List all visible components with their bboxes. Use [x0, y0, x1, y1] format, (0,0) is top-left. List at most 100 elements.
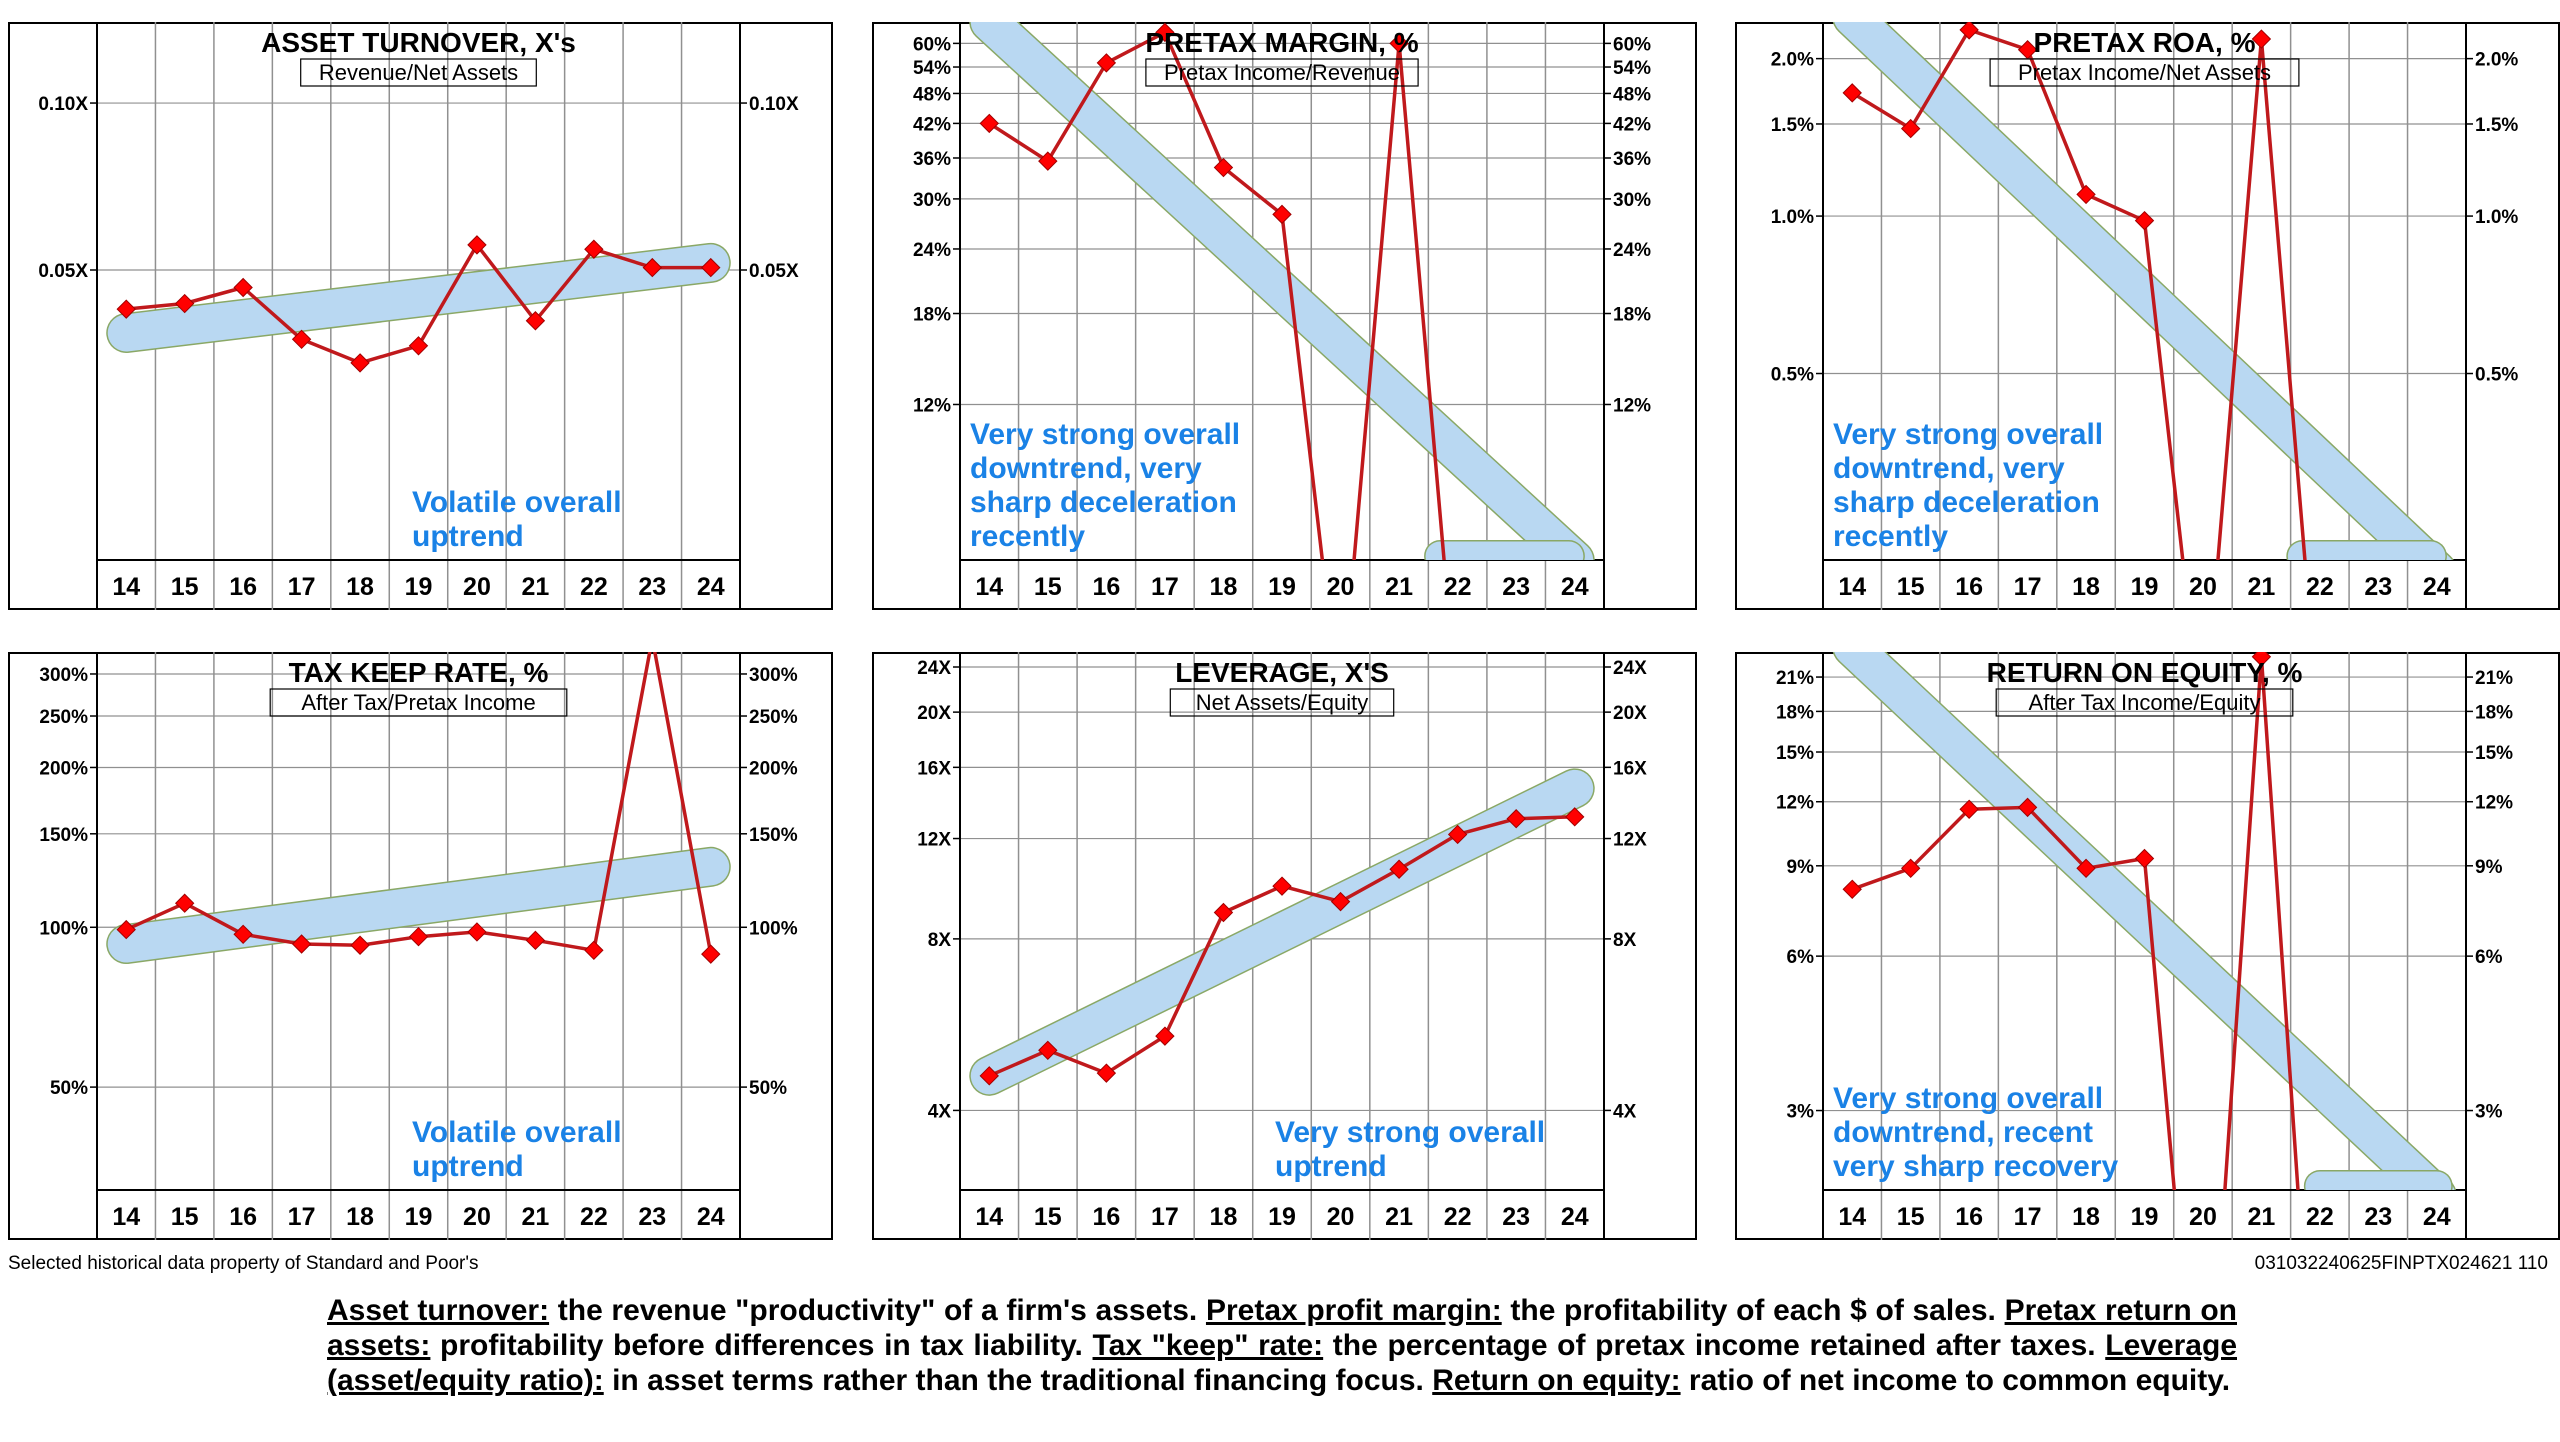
- x-tick-label: 20: [1327, 573, 1355, 601]
- x-tick-label: 14: [112, 1203, 140, 1231]
- trend-group: [969, 768, 1595, 1096]
- x-tick-label: 22: [1444, 1203, 1472, 1231]
- y-tick-label-right: 9%: [2475, 857, 2503, 878]
- subtitle-box: [269, 688, 568, 717]
- glossary-term: Pretax return on assets:: [327, 1294, 2237, 1362]
- chart-title: LEVERAGE, X'S: [1175, 657, 1389, 688]
- chart-subtitle: Revenue/Net Assets: [319, 60, 518, 85]
- x-tick-label: 14: [1838, 573, 1866, 601]
- x-tick-label: 24: [1561, 573, 1589, 601]
- trend-band: [970, 769, 1594, 1095]
- y-tick-label-left: 1.5%: [1771, 115, 1814, 136]
- x-tick-label: 19: [1268, 573, 1296, 601]
- x-tick-label: 24: [697, 573, 725, 601]
- x-tick-label: 23: [638, 573, 666, 601]
- y-tick-label-right: 50%: [749, 1078, 787, 1099]
- y-tick-label-left: 24%: [913, 240, 951, 261]
- x-tick-label: 19: [405, 573, 433, 601]
- annotation-text: Very strong overall: [1833, 418, 2103, 451]
- subtitle-box: [1989, 58, 2300, 87]
- x-tick-label: 15: [1897, 1203, 1925, 1231]
- data-point: [1900, 118, 1921, 139]
- x-tick-label: 22: [580, 573, 608, 601]
- x-tick-label: 21: [522, 573, 550, 601]
- data-point: [525, 930, 546, 951]
- x-tick-label: 17: [1151, 1203, 1179, 1231]
- y-tick-label-left: 42%: [913, 114, 951, 135]
- glossary-term: Tax "keep" rate:: [1092, 1329, 1324, 1362]
- data-point: [291, 329, 312, 350]
- y-tick-label-left: 18%: [1776, 702, 1814, 723]
- data-point: [1506, 809, 1526, 829]
- y-tick-label-right: 30%: [1613, 190, 1651, 211]
- y-tick-label-right: 0.05X: [749, 261, 799, 282]
- y-tick-label-left: 100%: [39, 918, 88, 939]
- glossary-term: Leverage (asset/equity ratio):: [327, 1329, 2237, 1397]
- annotation-text: Very strong overall: [1275, 1116, 1545, 1149]
- x-tick-label: 21: [1385, 573, 1413, 601]
- y-tick-label-right: 18%: [2475, 702, 2513, 723]
- data-point: [1155, 1026, 1175, 1046]
- x-tick-label: 20: [1327, 1203, 1355, 1231]
- data-point: [584, 940, 604, 961]
- data-point: [174, 893, 195, 913]
- x-tick-label: 14: [975, 573, 1003, 601]
- annotation-text: downtrend, recent: [1833, 1116, 2093, 1149]
- annotation-text: downtrend, very: [1833, 452, 2065, 485]
- y-tick-label-left: 6%: [1787, 947, 1815, 968]
- y-tick-label-right: 24%: [1613, 240, 1651, 261]
- data-point: [1096, 53, 1117, 73]
- y-tick-label-left: 2.0%: [1771, 50, 1814, 71]
- x-tick-label: 16: [229, 1203, 257, 1231]
- y-tick-label-left: 30%: [913, 190, 951, 211]
- chart-subtitle: After Tax/Pretax Income: [301, 690, 535, 715]
- y-tick-label-left: 48%: [913, 84, 951, 105]
- y-tick-label-left: 0.05X: [38, 261, 88, 282]
- data-point: [1096, 1063, 1117, 1083]
- x-tick-label: 20: [463, 1203, 491, 1231]
- x-tick-label: 21: [2248, 1203, 2276, 1231]
- x-tick-label: 22: [1444, 573, 1472, 601]
- data-point: [701, 944, 721, 964]
- marker-group: [979, 22, 1409, 225]
- data-point: [584, 239, 604, 259]
- x-tick-label: 15: [1034, 1203, 1062, 1231]
- chart-panel-5: 24X 24X 20X 20X 16X 16X 12X 12X 8X 8X 4X 4X 14 15 16 17…: [872, 652, 1697, 1240]
- y-tick-label-right: 4X: [1613, 1101, 1637, 1122]
- data-point: [1272, 876, 1292, 896]
- chart-subtitle: Pretax Income/Net Assets: [2018, 60, 2271, 85]
- annotation-text: sharp deceleration: [970, 486, 1237, 519]
- x-tick-label: 23: [2364, 573, 2392, 601]
- trend-band: [1834, 22, 2452, 560]
- data-point: [1842, 879, 1862, 899]
- x-tick-label: 20: [463, 573, 491, 601]
- x-tick-label: 24: [697, 1203, 725, 1231]
- data-point: [1330, 891, 1351, 912]
- marker-group: [1842, 22, 2272, 231]
- chart-subtitle: After Tax Income/Equity: [2029, 690, 2261, 715]
- trend-group: [1832, 652, 2457, 1190]
- glossary-text: the percentage of pretax income retained…: [1323, 1329, 2106, 1362]
- y-tick-label-right: 1.0%: [2475, 207, 2518, 228]
- glossary: Asset turnover: the revenue "productivit…: [327, 1293, 2237, 1398]
- y-tick-label-left: 250%: [39, 707, 88, 728]
- data-point: [1900, 858, 1921, 879]
- data-point: [979, 1066, 999, 1086]
- y-tick-label-left: 60%: [913, 34, 951, 55]
- data-point: [291, 934, 312, 954]
- y-tick-label-right: 0.10X: [749, 94, 799, 115]
- y-tick-label-right: 15%: [2475, 743, 2513, 764]
- y-tick-label-left: 12X: [917, 830, 951, 851]
- y-tick-label-left: 12%: [1776, 793, 1814, 814]
- x-tick-label: 23: [2364, 1203, 2392, 1231]
- y-tick-label-right: 6%: [2475, 947, 2503, 968]
- data-point: [233, 924, 253, 945]
- x-tick-label: 14: [975, 1203, 1003, 1231]
- data-point: [1038, 151, 1058, 171]
- subtitle-box: [1145, 58, 1419, 87]
- chart-title: PRETAX ROA, %: [2034, 27, 2256, 58]
- chart-title: RETURN ON EQUITY, %: [1987, 657, 2303, 688]
- glossary-term: Return on equity:: [1432, 1364, 1681, 1397]
- data-point: [2076, 184, 2096, 205]
- annotation-text: sharp deceleration: [1833, 486, 2100, 519]
